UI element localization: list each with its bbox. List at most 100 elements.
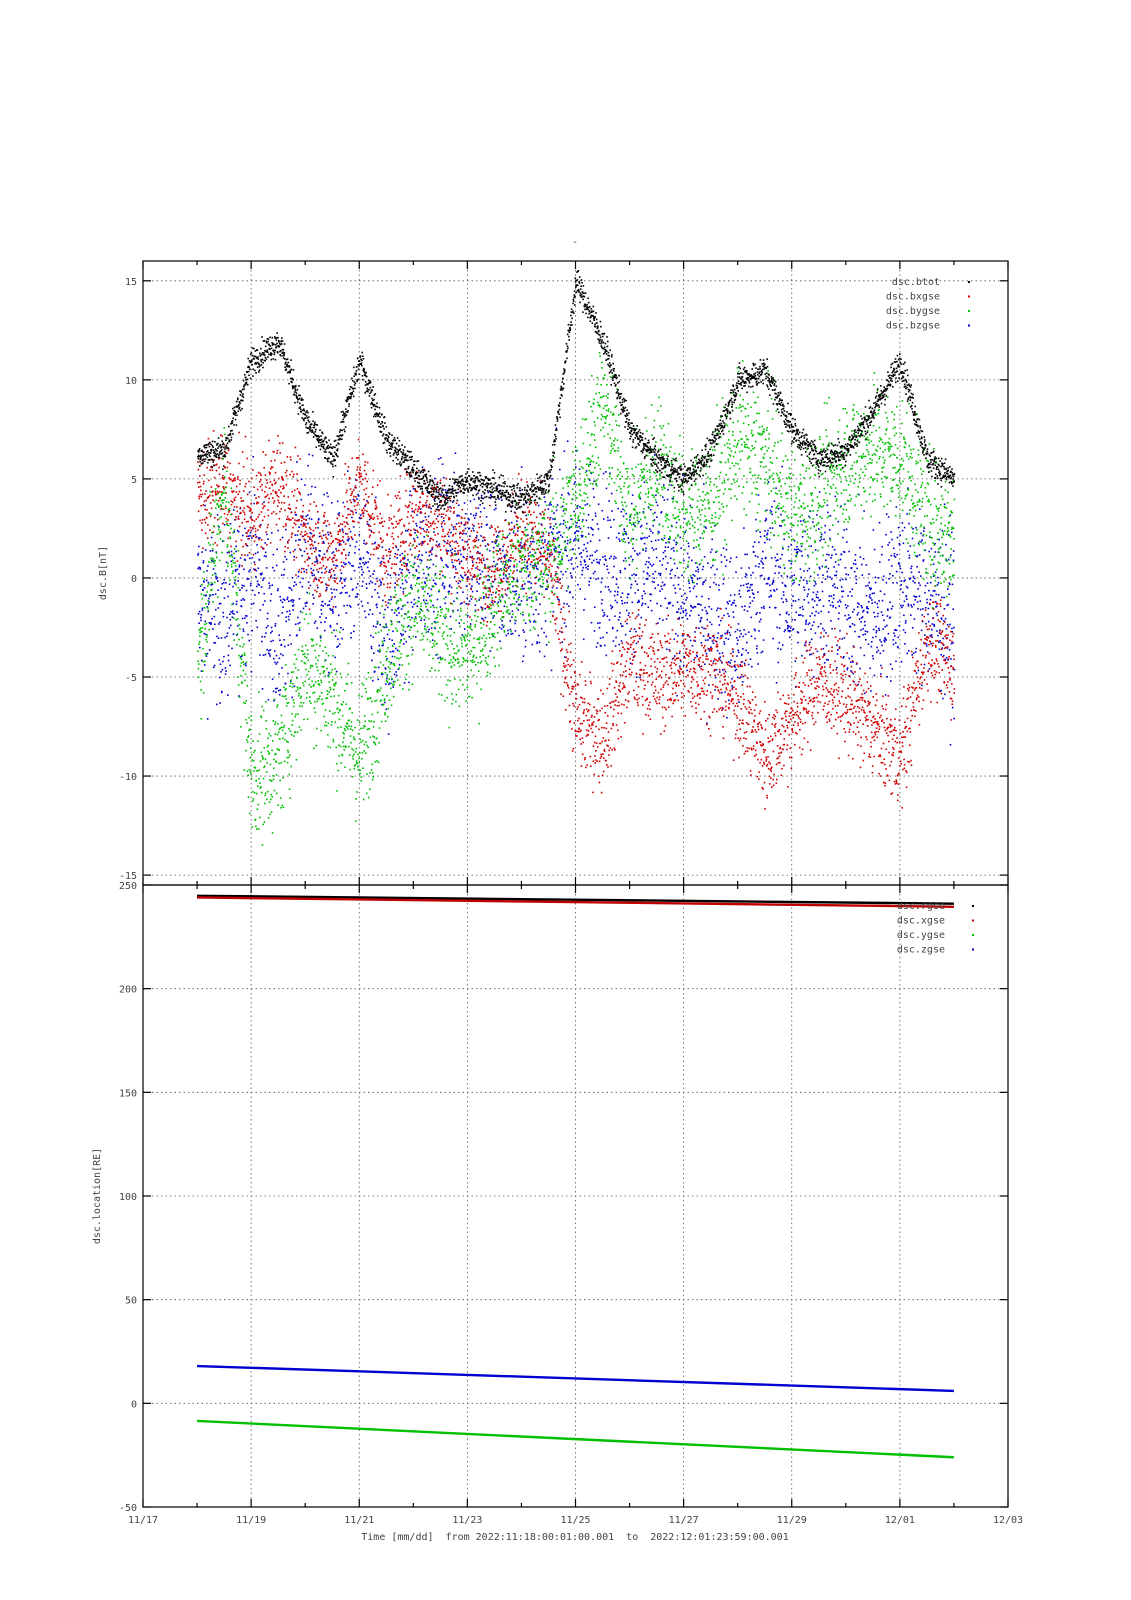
data-point <box>284 645 286 648</box>
data-point <box>805 619 808 622</box>
data-point <box>451 559 453 561</box>
data-point <box>553 558 556 560</box>
data-point <box>769 509 772 512</box>
data-point <box>543 631 545 634</box>
data-point <box>811 612 813 615</box>
data-point <box>487 491 490 494</box>
data-point <box>261 503 264 505</box>
data-point <box>202 589 204 591</box>
data-point <box>373 570 375 572</box>
data-point <box>221 668 224 671</box>
data-point <box>393 643 395 645</box>
data-point <box>916 601 919 603</box>
data-point <box>699 537 702 539</box>
data-point <box>298 539 300 541</box>
data-point <box>898 624 900 627</box>
data-point <box>828 554 830 556</box>
data-point <box>569 526 571 528</box>
data-point <box>793 540 796 542</box>
data-point <box>289 613 291 615</box>
data-point <box>691 559 693 562</box>
data-point <box>326 604 329 607</box>
data-point <box>592 791 594 794</box>
data-point <box>227 694 229 696</box>
data-point <box>873 592 875 594</box>
data-point <box>547 560 550 562</box>
data-point <box>803 586 805 588</box>
data-point <box>235 540 237 543</box>
data-point <box>765 556 767 559</box>
data-point <box>356 469 358 471</box>
data-point <box>330 609 332 611</box>
data-point <box>282 598 285 600</box>
data-point <box>500 568 502 570</box>
data-point <box>213 476 216 479</box>
data-point <box>459 532 461 535</box>
data-point <box>218 526 220 528</box>
data-point <box>310 547 312 550</box>
data-point <box>608 678 611 680</box>
data-point <box>418 507 421 510</box>
data-point <box>315 578 318 581</box>
data-point <box>421 521 423 523</box>
data-point <box>852 672 854 675</box>
data-point <box>528 558 530 560</box>
data-point <box>552 584 555 587</box>
data-point <box>600 689 602 692</box>
data-point <box>712 642 715 644</box>
data-point <box>431 490 433 493</box>
data-point <box>844 614 846 617</box>
data-point <box>896 582 898 584</box>
data-point <box>527 547 529 550</box>
data-point <box>232 585 234 588</box>
data-point <box>928 603 931 606</box>
data-point <box>472 565 474 567</box>
data-point <box>630 628 633 630</box>
data-point <box>360 472 362 475</box>
data-point <box>705 527 707 529</box>
data-point <box>337 645 339 647</box>
data-point <box>548 504 551 506</box>
data-point <box>611 749 613 751</box>
data-point <box>889 663 892 665</box>
data-point <box>322 556 324 559</box>
data-point <box>728 699 730 702</box>
data-point <box>753 596 755 599</box>
data-point <box>647 573 649 575</box>
data-point <box>533 567 535 569</box>
data-point <box>585 470 588 472</box>
data-point <box>215 469 218 472</box>
data-point <box>224 667 227 669</box>
data-point <box>267 699 270 701</box>
data-point <box>559 642 562 644</box>
data-point <box>226 635 228 638</box>
data-point <box>450 592 453 595</box>
data-point <box>245 543 247 545</box>
data-point <box>512 531 515 534</box>
data-point <box>498 626 501 629</box>
data-point <box>524 511 526 513</box>
data-point <box>277 495 280 498</box>
data-point <box>230 500 233 502</box>
data-point <box>409 490 411 493</box>
data-point <box>891 565 893 567</box>
data-point <box>649 563 652 565</box>
data-point <box>563 602 565 605</box>
data-point <box>218 491 221 493</box>
data-point <box>275 481 277 484</box>
data-point <box>652 573 654 575</box>
data-point <box>327 547 330 549</box>
data-point <box>312 594 314 596</box>
data-point <box>465 602 467 605</box>
data-point <box>638 601 640 603</box>
data-point <box>820 538 823 541</box>
data-point <box>297 616 299 619</box>
data-point <box>944 617 947 620</box>
data-point <box>469 595 472 597</box>
data-point <box>293 685 296 687</box>
data-point <box>520 550 522 553</box>
data-point <box>779 524 781 527</box>
data-point <box>436 546 439 548</box>
data-point <box>747 582 750 585</box>
data-point <box>609 519 611 521</box>
